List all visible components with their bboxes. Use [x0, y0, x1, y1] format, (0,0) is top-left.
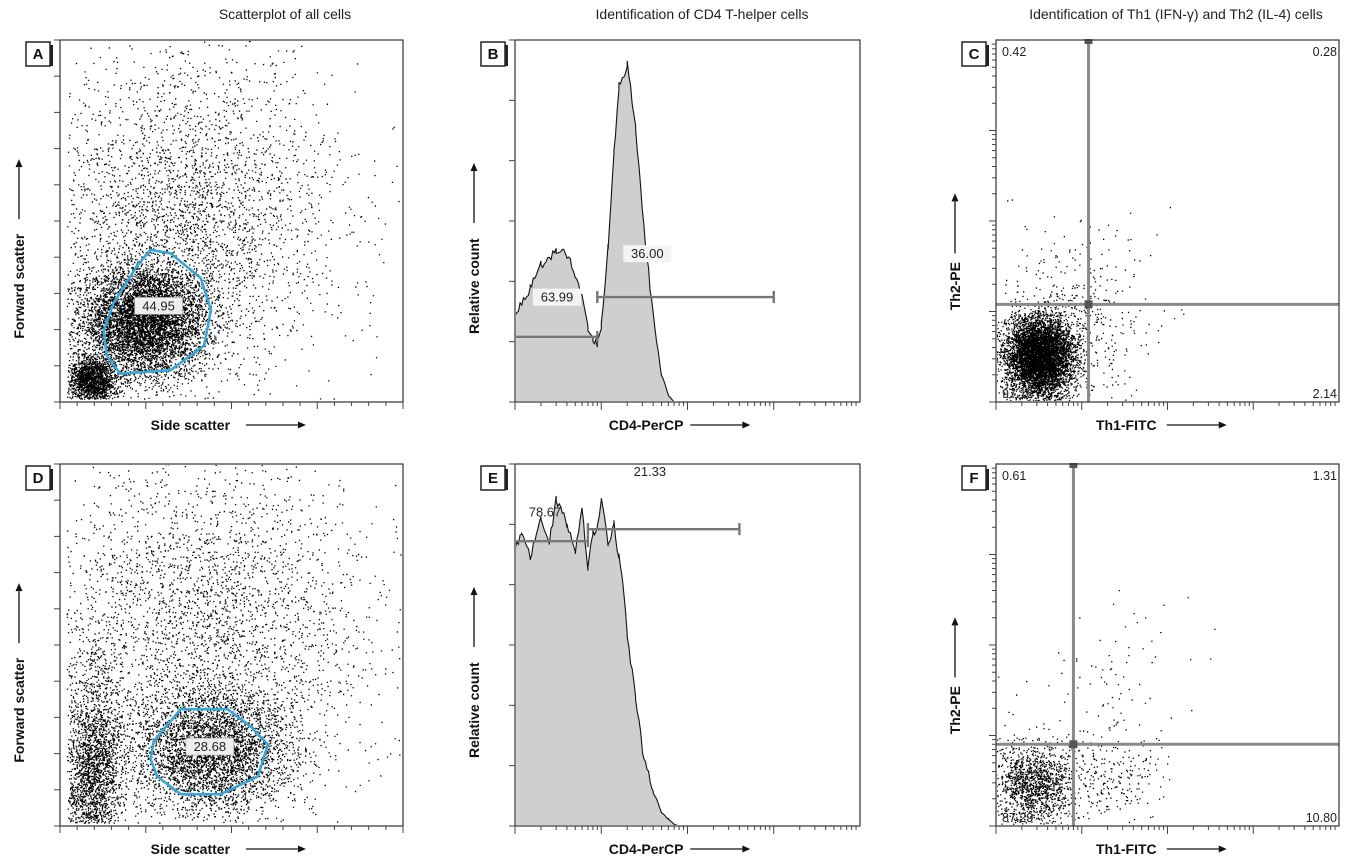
quadrant-center-handle: [1084, 300, 1093, 309]
plot-frame: [995, 463, 1340, 827]
gate-label: 78.67: [529, 505, 562, 520]
x-axis-label: CD4-PerCP: [609, 841, 684, 857]
y-axis-arrowhead: [951, 193, 959, 202]
quadrant-value-lower-right: 10.80: [1306, 811, 1337, 825]
panel-letter-shadow: [505, 45, 508, 66]
quadrant-value-upper-right: 0.28: [1313, 45, 1337, 59]
histogram-gate: [516, 330, 599, 343]
gate-label-box: [185, 737, 235, 756]
quadrant-value-lower-right: 2.14: [1313, 387, 1337, 401]
x-axis-label: Th1-FITC: [1096, 841, 1157, 857]
panel-f: 0.61 1.31 87.29 10.80 F Th1-FITC Th2-PE: [947, 463, 1340, 857]
gate-label-box: [134, 297, 183, 315]
y-axis-arrowhead: [15, 159, 23, 168]
axis-ticks: [989, 467, 1336, 834]
panel-letter: E: [488, 470, 498, 487]
x-axis-label: Side scatter: [151, 841, 231, 857]
gate-label: 21.33: [634, 464, 667, 479]
quadrant-value-upper-right: 1.31: [1313, 469, 1337, 483]
event-dots: [66, 41, 400, 400]
axis-ticks: [54, 39, 404, 409]
y-axis-arrowhead: [951, 617, 959, 626]
quadrant-value-upper-left: 0.42: [1002, 45, 1026, 59]
panel-letter-box: [480, 465, 506, 491]
y-axis-label: Th2-PE: [947, 686, 963, 734]
panel-letter-box: [25, 41, 51, 67]
event-dots: [997, 590, 1216, 825]
scatter-points: [66, 465, 402, 824]
panel-letter-shadow: [50, 45, 53, 66]
axis-ticks: [989, 43, 1336, 410]
y-axis-arrowhead: [15, 583, 23, 592]
panel-letter: A: [33, 46, 44, 63]
panel-e: 78.67 21.33 E CD4-PerCP Relative count: [466, 463, 861, 857]
scatter-points: [66, 41, 400, 400]
event-dots: [66, 465, 402, 824]
y-axis-label: Relative count: [466, 238, 482, 334]
scatter-points: [997, 590, 1216, 825]
panel-letter: B: [488, 46, 499, 63]
x-axis-arrowhead: [1218, 845, 1227, 853]
panel-letter: C: [969, 46, 980, 63]
gate-label: 36.00: [631, 246, 664, 261]
histogram-gate: [596, 291, 775, 304]
panel-letter: F: [969, 470, 978, 487]
quadrant-value-lower-left: 87.29: [1002, 811, 1033, 825]
histogram-area: [516, 60, 674, 401]
gate-label: 63.99: [541, 290, 574, 305]
y-axis-label: Forward scatter: [11, 657, 27, 763]
panel-b: 63.99 36.00 B CD4-PerCP Relative count: [466, 39, 861, 433]
panel-letter-shadow: [50, 469, 53, 490]
axis-ticks: [509, 463, 857, 834]
quadrant-top-handle: [1084, 39, 1093, 44]
quadrant-top-handle: [1069, 463, 1078, 468]
x-axis-arrowhead: [1218, 421, 1227, 429]
x-axis-label: CD4-PerCP: [609, 417, 684, 433]
panel-letter-shadow: [505, 469, 508, 490]
panel-c: 0.42 0.28 97.16 2.14 C Th1-FITC Th2-PE: [947, 39, 1340, 433]
quadrant-value-upper-left: 0.61: [1002, 469, 1026, 483]
gate-polygon: [102, 248, 213, 376]
axis-ticks: [54, 463, 404, 833]
column-title-1: Scatterplot of all cells: [219, 6, 351, 22]
x-axis-label: Side scatter: [151, 417, 231, 433]
x-axis-arrowhead: [742, 845, 751, 853]
panel-a: 44.95 A Side scatter Forward scatter: [11, 39, 404, 433]
quadrant-value-lower-left: 97.16: [1002, 387, 1033, 401]
event-dots: [997, 199, 1185, 401]
panel-d: 28.68 D Side scatter Forward scatter: [11, 463, 404, 857]
x-axis-label: Th1-FITC: [1096, 417, 1157, 433]
y-axis-arrowhead: [470, 162, 478, 171]
axis-ticks: [509, 39, 857, 410]
y-axis-arrowhead: [470, 586, 478, 595]
x-axis-arrowhead: [297, 845, 306, 853]
quadrant-center-handle: [1069, 740, 1078, 749]
histogram-area: [516, 495, 678, 825]
histogram-gate: [516, 535, 590, 548]
gate-polygon: [149, 707, 270, 796]
gate-label-box: [623, 245, 672, 263]
panel-letter-shadow: [986, 45, 989, 66]
gate-label: 28.68: [194, 739, 227, 754]
panel-letter: D: [33, 470, 44, 487]
column-title-2: Identification of CD4 T-helper cells: [596, 6, 809, 22]
gate-label: 44.95: [142, 298, 175, 313]
y-axis-label: Relative count: [466, 662, 482, 758]
y-axis-label: Th2-PE: [947, 262, 963, 310]
x-axis-arrowhead: [742, 421, 751, 429]
histogram-gate: [586, 523, 741, 536]
column-title-3: Identification of Th1 (IFN-γ) and Th2 (I…: [1029, 6, 1323, 22]
gate-label-box: [533, 288, 581, 306]
x-axis-arrowhead: [297, 421, 306, 429]
scatter-points: [997, 199, 1185, 401]
y-axis-label: Forward scatter: [11, 233, 27, 339]
panel-letter-shadow: [986, 469, 989, 490]
plot-frame: [59, 39, 404, 403]
